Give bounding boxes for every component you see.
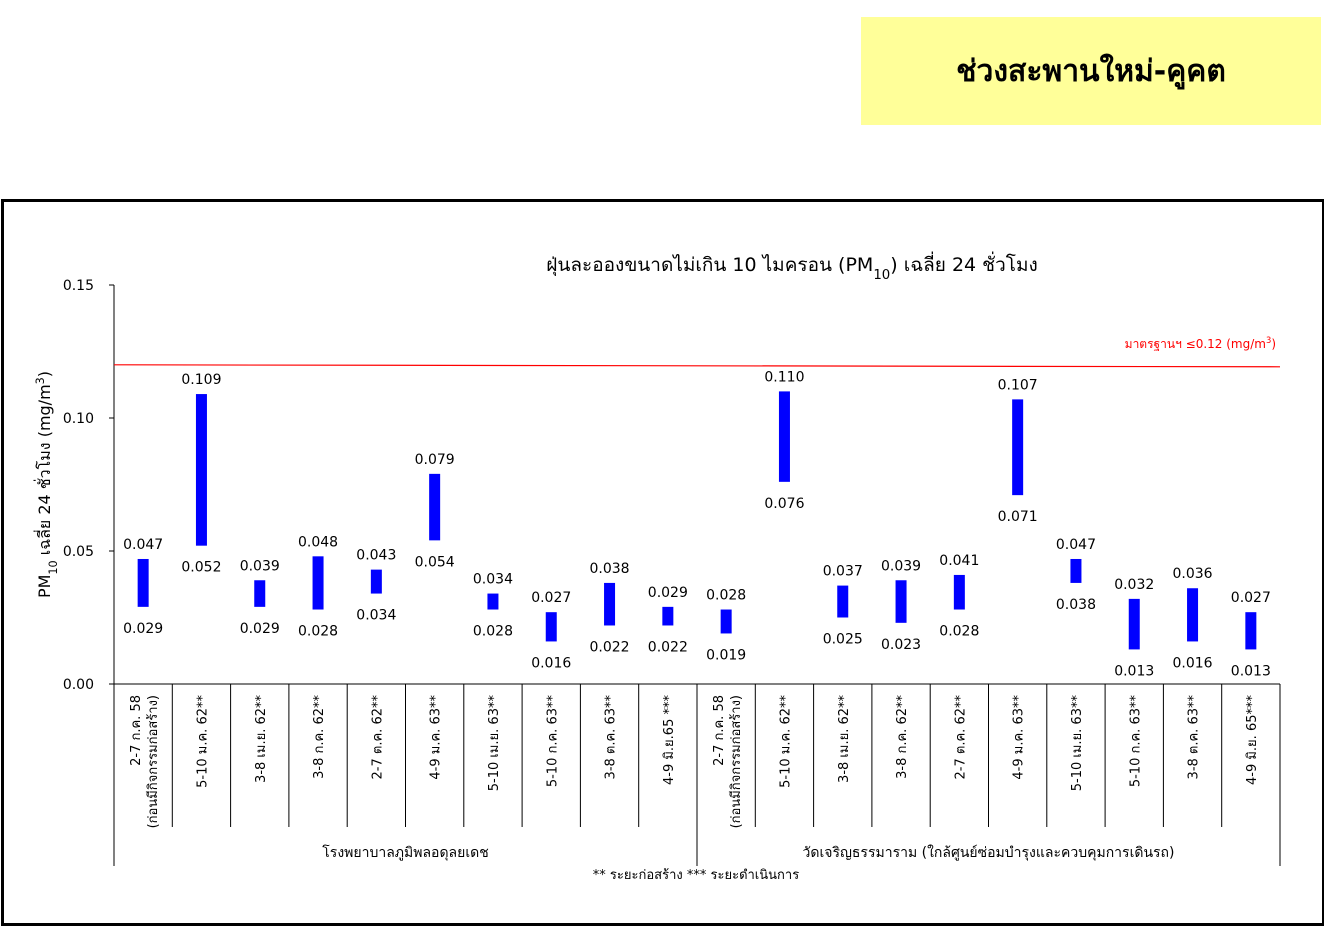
standard-line <box>113 364 1281 368</box>
x-category-label: 3-8 ก.ค. 62** <box>895 695 910 779</box>
range-bar <box>778 391 790 482</box>
max-value-label: 0.038 <box>590 561 630 577</box>
y-tick-label: 0.00 <box>63 677 94 693</box>
max-value-label: 0.047 <box>1056 537 1096 553</box>
min-value-label: 0.028 <box>298 624 338 640</box>
chart-frame: ฝุ่นละอองขนาดไม่เกิน 10 ไมครอน (PM10) เฉ… <box>1 199 1324 926</box>
max-value-label: 0.027 <box>1231 590 1271 606</box>
x-category-label: 4-9 ม.ค. 63** <box>1012 695 1027 780</box>
x-category-label: 3-8 เม.ย. 62** <box>837 695 852 783</box>
chart-title: ฝุ่นละอองขนาดไม่เกิน 10 ไมครอน (PM10) เฉ… <box>546 251 1038 283</box>
x-category-label: 3-8 ต.ค. 63** <box>1187 695 1202 780</box>
min-value-label: 0.016 <box>1173 655 1213 671</box>
group-label: โรงพยาบาลภูมิพลอดุลยเดช <box>322 844 488 861</box>
min-value-label: 0.028 <box>473 624 513 640</box>
range-bar <box>312 556 324 610</box>
x-category-label: 3-8 ต.ค. 63** <box>604 695 619 780</box>
x-category-label: 4-9 มิ.ย. 65*** <box>1245 695 1260 785</box>
range-bar <box>953 574 965 610</box>
pm10-chart: ฝุ่นละอองขนาดไม่เกิน 10 ไมครอน (PM10) เฉ… <box>33 251 1281 883</box>
range-bar <box>1012 399 1024 496</box>
range-bar <box>254 580 266 607</box>
range-bar <box>662 606 674 626</box>
range-bar <box>895 580 907 623</box>
min-value-label: 0.071 <box>998 509 1038 525</box>
min-value-label: 0.013 <box>1114 663 1154 679</box>
range-bar <box>604 582 616 626</box>
x-category-label: 5-10 เม.ย. 63** <box>487 695 502 792</box>
y-axis-label: PM10 เฉลี่ย 24 ชั่วโมง (mg/m3) <box>33 371 60 598</box>
max-value-label: 0.047 <box>123 537 163 553</box>
max-value-label: 0.027 <box>531 590 571 606</box>
max-value-label: 0.032 <box>1114 577 1154 593</box>
min-value-label: 0.028 <box>939 624 979 640</box>
min-value-label: 0.022 <box>648 639 688 655</box>
max-value-label: 0.109 <box>181 372 221 388</box>
max-value-label: 0.034 <box>473 572 513 588</box>
min-value-label: 0.019 <box>706 647 746 663</box>
standard-label: มาตรฐานฯ ≤0.12 (mg/m3) <box>1125 335 1276 351</box>
range-bar <box>137 558 149 607</box>
min-value-label: 0.052 <box>181 560 221 576</box>
range-bar <box>1070 558 1082 583</box>
range-bar <box>545 612 557 642</box>
x-category-label: 5-10 ม.ค. 62** <box>778 695 793 788</box>
y-tick-label: 0.05 <box>63 544 94 560</box>
min-value-label: 0.038 <box>1056 597 1096 613</box>
min-value-label: 0.029 <box>240 621 280 637</box>
x-category-label: 2-7 ก.ค. 58 <box>129 695 144 766</box>
min-value-label: 0.016 <box>531 655 571 671</box>
x-category-label: 2-7 ต.ค. 62** <box>370 695 385 780</box>
range-bar <box>837 585 849 618</box>
footnote: ** ระยะก่อสร้าง *** ระยะดำเนินการ <box>593 868 799 883</box>
max-value-label: 0.079 <box>415 452 455 468</box>
max-value-label: 0.039 <box>881 558 921 574</box>
max-value-label: 0.043 <box>356 548 396 564</box>
min-value-label: 0.023 <box>881 637 921 653</box>
range-bar <box>1128 598 1140 650</box>
x-category-label: 3-8 ก.ค. 62** <box>312 695 327 779</box>
max-value-label: 0.028 <box>706 588 746 604</box>
min-value-label: 0.013 <box>1231 663 1271 679</box>
max-value-label: 0.041 <box>939 553 979 569</box>
max-value-label: 0.107 <box>998 377 1038 393</box>
max-value-label: 0.110 <box>764 369 804 385</box>
x-category-label: 5-10 ก.ค. 63** <box>1128 695 1143 788</box>
x-category-label: 3-8 เม.ย. 62** <box>254 695 269 783</box>
title-banner: ช่วงสะพานใหม่-คูคต <box>861 17 1321 125</box>
x-category-label: (ก่อนมีกิจกรรมก่อสร้าง) <box>728 695 744 828</box>
group-label: วัดเจริญธรรมาราม (ใกล้ศูนย์ซ่อมบำรุงและค… <box>803 844 1175 861</box>
x-category-label: 4-9 ม.ค. 63** <box>429 695 444 780</box>
min-value-label: 0.054 <box>415 554 455 570</box>
x-category-label: 5-10 เม.ย. 63** <box>1070 695 1085 792</box>
max-value-label: 0.037 <box>823 564 863 580</box>
range-bar <box>429 473 441 541</box>
max-value-label: 0.048 <box>298 534 338 550</box>
x-category-label: 5-10 ม.ค. 62** <box>195 695 210 788</box>
min-value-label: 0.034 <box>356 608 396 624</box>
x-category-label: 2-7 ต.ค. 62** <box>953 695 968 780</box>
x-category-label: 4-9 มิ.ย.65 *** <box>662 695 677 785</box>
max-value-label: 0.039 <box>240 558 280 574</box>
range-bar <box>1187 588 1199 642</box>
max-value-label: 0.036 <box>1173 566 1213 582</box>
y-tick-label: 0.10 <box>63 411 94 427</box>
min-value-label: 0.025 <box>823 632 863 648</box>
min-value-label: 0.029 <box>123 621 163 637</box>
y-tick-label: 0.15 <box>63 278 94 294</box>
range-bar <box>487 593 499 610</box>
range-bar <box>370 569 382 594</box>
range-bar <box>1245 612 1257 650</box>
x-category-label: 2-7 ก.ค. 58 <box>712 695 727 766</box>
min-value-label: 0.076 <box>764 496 804 512</box>
x-category-label: (ก่อนมีกิจกรรมก่อสร้าง) <box>145 695 161 828</box>
max-value-label: 0.029 <box>648 585 688 601</box>
range-bar <box>720 609 732 634</box>
min-value-label: 0.022 <box>590 639 630 655</box>
range-bar <box>195 394 207 546</box>
x-category-label: 5-10 ก.ค. 63** <box>545 695 560 788</box>
banner-title: ช่วงสะพานใหม่-คูคต <box>956 53 1226 89</box>
